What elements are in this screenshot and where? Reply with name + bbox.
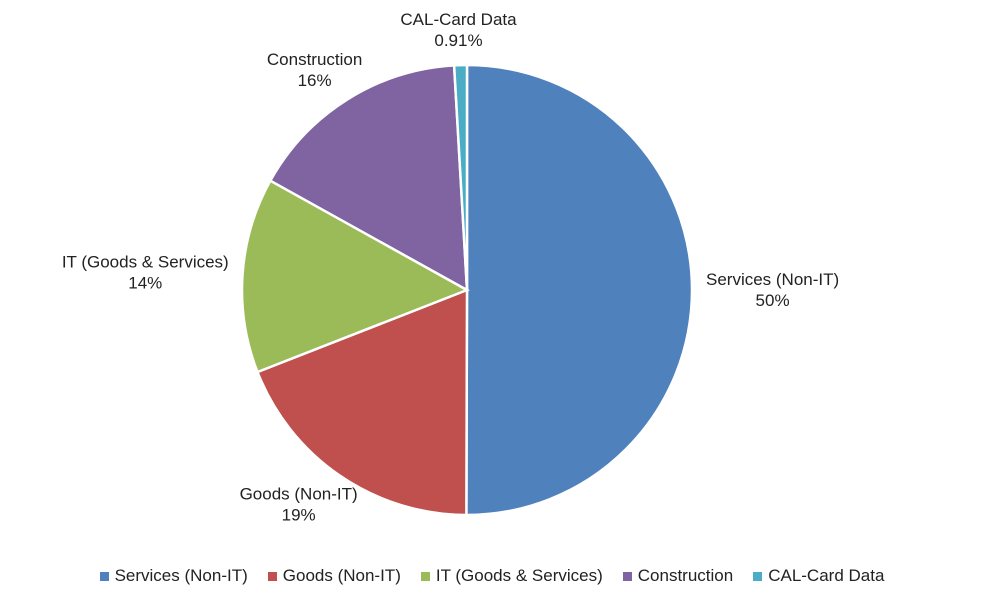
category-label: Goods (Non-IT) xyxy=(239,484,358,504)
data-label: CAL-Card Data 0.91% xyxy=(400,9,516,51)
pie-slice xyxy=(268,64,469,293)
pie-slice xyxy=(240,178,470,374)
category-label: IT (Goods & Services) xyxy=(61,252,229,272)
legend-swatch xyxy=(267,571,277,581)
pie-slice xyxy=(452,63,469,291)
legend-item: IT (Goods & Services) xyxy=(420,566,603,586)
legend-item: Goods (Non-IT) xyxy=(267,566,401,586)
data-label: Services (Non-IT) 50% xyxy=(706,269,839,311)
category-label: Construction xyxy=(266,49,363,69)
pie-slice xyxy=(465,63,694,517)
legend-label: Services (Non-IT) xyxy=(114,566,248,585)
value-label: 50% xyxy=(755,291,790,311)
legend-swatch xyxy=(99,571,109,581)
legend-item: Services (Non-IT) xyxy=(99,566,248,586)
legend-item: CAL-Card Data xyxy=(753,566,884,586)
category-label: CAL-Card Data xyxy=(400,10,517,30)
legend-swatch xyxy=(420,571,430,581)
legend: Services (Non-IT) Goods (Non-IT) IT (Goods… xyxy=(0,566,984,586)
value-label: 19% xyxy=(281,505,316,525)
legend-swatch xyxy=(753,571,763,581)
legend-swatch xyxy=(622,571,632,581)
data-label: Goods (Non-IT) 19% xyxy=(240,484,358,526)
legend-label: Construction xyxy=(637,566,734,585)
data-label: IT (Goods & Services) 14% xyxy=(62,252,229,294)
pie-slice xyxy=(255,288,469,517)
category-label: Services (Non-IT) xyxy=(705,270,840,290)
chart xyxy=(240,63,694,517)
value-label: 16% xyxy=(297,70,332,90)
data-label: Construction 16% xyxy=(267,49,362,91)
value-label: 0.91% xyxy=(434,31,483,51)
legend-item: Construction xyxy=(622,566,734,586)
value-label: 14% xyxy=(128,273,163,293)
legend-label: Goods (Non-IT) xyxy=(282,566,401,585)
legend-label: CAL-Card Data xyxy=(768,566,885,585)
legend-label: IT (Goods & Services) xyxy=(435,566,603,585)
